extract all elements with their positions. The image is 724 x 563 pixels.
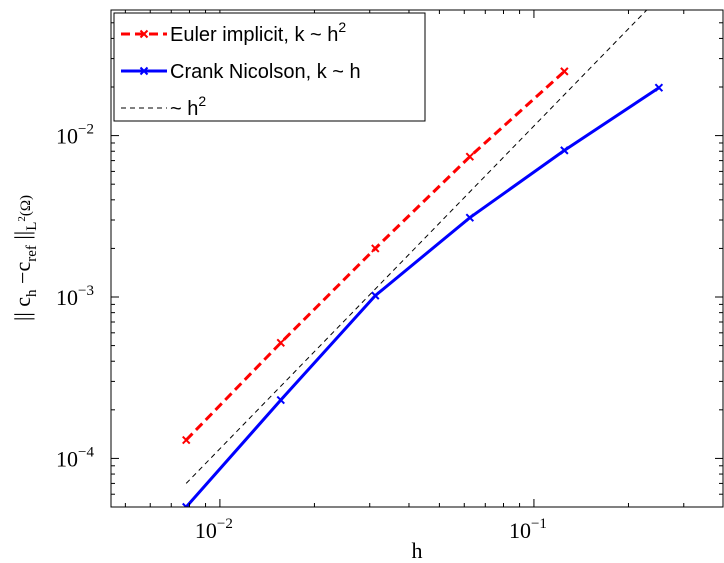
legend-box: [113, 12, 426, 122]
data-point-s2-6: [654, 83, 664, 92]
axes-frame: [110, 9, 724, 508]
y-tick-label-2: 10−3: [56, 283, 94, 310]
series-line-2: [185, 86, 660, 507]
legend-label-1: Euler implicit, k ~ h2: [170, 19, 346, 46]
legend-entry-2: Crank Nicolson, k ~ h: [121, 61, 361, 83]
data-point-s2-3: [371, 291, 380, 300]
y-axis-label: || ch −cref ||L2(Ω): [10, 195, 40, 321]
svg-text:|| ch −cref ||L2(Ω): || ch −cref ||L2(Ω): [10, 195, 40, 321]
x-tick-label-1: 10−2: [195, 516, 233, 543]
data-point-s2-2: [276, 395, 285, 405]
x-tick-label-2: 10−1: [509, 516, 547, 543]
data-point-s1-3: [371, 244, 380, 253]
legend-label-2: Crank Nicolson, k ~ h: [170, 61, 361, 83]
x-axis-label: h: [412, 538, 423, 563]
legend: Euler implicit, k ~ h2 Crank Nicolson, k …: [113, 12, 426, 122]
series-line-3: [185, 10, 648, 484]
data-point-s1-4: [465, 152, 475, 161]
data-point-s2-5: [560, 146, 569, 155]
legend-entry-1: Euler implicit, k ~ h2: [121, 19, 346, 46]
data-point-s2-4: [465, 213, 475, 222]
data-point-s1-2: [276, 338, 285, 348]
y-tick-label-1: 10−4: [56, 444, 94, 471]
legend-marker-2: [139, 66, 149, 76]
data-point-s1-1: [182, 435, 191, 445]
legend-marker-1: [139, 29, 149, 39]
data-point-s2-1: [182, 502, 191, 507]
data-point-s1-5: [560, 67, 569, 76]
y-tick-label-3: 10−2: [56, 122, 94, 149]
